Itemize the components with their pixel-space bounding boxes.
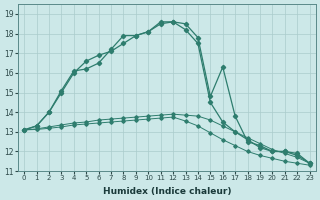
X-axis label: Humidex (Indice chaleur): Humidex (Indice chaleur): [103, 187, 231, 196]
